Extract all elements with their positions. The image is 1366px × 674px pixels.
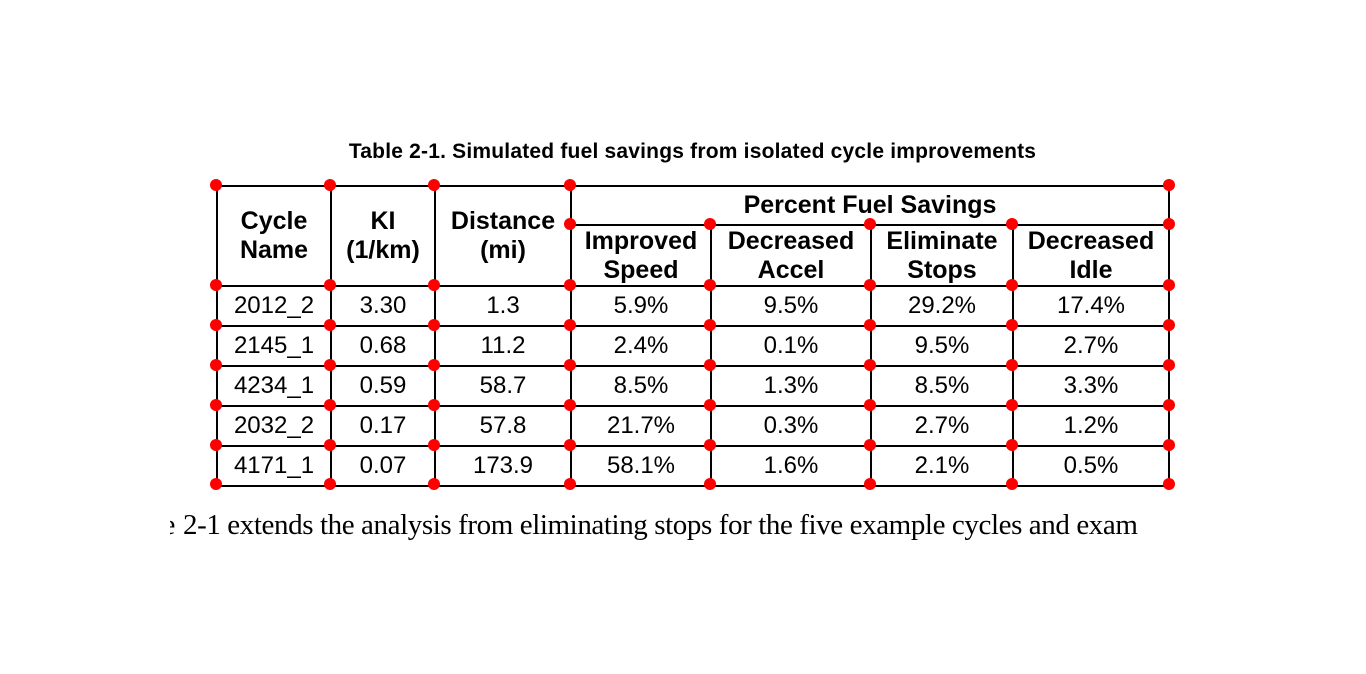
cell-ki: 0.59 (330, 365, 436, 407)
table-row: 2032_2 0.17 57.8 21.7% 0.3% 2.7% 1.2% (216, 405, 1170, 447)
cell-ki: 0.07 (330, 445, 436, 487)
table-row: 2145_1 0.68 11.2 2.4% 0.1% 9.5% 2.7% (216, 325, 1170, 367)
cell-decreased-idle: 17.4% (1012, 285, 1170, 327)
cell-eliminate-stops: 29.2% (870, 285, 1014, 327)
cell-decreased-idle: 0.5% (1012, 445, 1170, 487)
cell-decreased-idle: 2.7% (1012, 325, 1170, 367)
cell-decreased-accel: 0.3% (710, 405, 872, 447)
cell-eliminate-stops: 2.7% (870, 405, 1014, 447)
cell-decreased-accel: 1.6% (710, 445, 872, 487)
cell-cycle-name: 4171_1 (216, 445, 332, 487)
cell-ki: 0.17 (330, 405, 436, 447)
cell-cycle-name: 2032_2 (216, 405, 332, 447)
header-decreased-idle: Decreased Idle (1012, 224, 1170, 287)
cell-decreased-accel: 0.1% (710, 325, 872, 367)
table-caption: Table 2-1. Simulated fuel savings from i… (348, 140, 1037, 163)
cell-improved-speed: 2.4% (570, 325, 712, 367)
cell-improved-speed: 21.7% (570, 405, 712, 447)
cell-distance: 1.3 (434, 285, 572, 327)
cell-cycle-name: 2145_1 (216, 325, 332, 367)
header-eliminate-stops: Eliminate Stops (870, 224, 1014, 287)
cell-distance: 58.7 (434, 365, 572, 407)
cell-decreased-accel: 1.3% (710, 365, 872, 407)
cell-improved-speed: 8.5% (570, 365, 712, 407)
header-group-percent-fuel-savings: Percent Fuel Savings (570, 185, 1170, 226)
cell-cycle-name: 4234_1 (216, 365, 332, 407)
header-distance: Distance (mi) (434, 185, 572, 287)
cell-distance: 173.9 (434, 445, 572, 487)
body-text-line: e2-1 extends the analysis from eliminati… (170, 509, 1138, 542)
cell-ki: 0.68 (330, 325, 436, 367)
cell-decreased-idle: 3.3% (1012, 365, 1170, 407)
table-row: 2012_2 3.30 1.3 5.9% 9.5% 29.2% 17.4% (216, 285, 1170, 327)
fuel-savings-table: Cycle Name KI (1/km) Distance (mi) Perce… (216, 185, 1170, 487)
cell-improved-speed: 5.9% (570, 285, 712, 327)
cell-ki: 3.30 (330, 285, 436, 327)
cell-eliminate-stops: 2.1% (870, 445, 1014, 487)
header-cycle-name: Cycle Name (216, 185, 332, 287)
table-row: 4171_1 0.07 173.9 58.1% 1.6% 2.1% 0.5% (216, 445, 1170, 487)
header-decreased-accel: Decreased Accel (710, 224, 872, 287)
header-ki: KI (1/km) (330, 185, 436, 287)
body-text: 2-1 extends the analysis from eliminatin… (183, 509, 1138, 541)
cell-improved-speed: 58.1% (570, 445, 712, 487)
header-improved-speed: Improved Speed (570, 224, 712, 287)
table-row: 4234_1 0.59 58.7 8.5% 1.3% 8.5% 3.3% (216, 365, 1170, 407)
cell-eliminate-stops: 8.5% (870, 365, 1014, 407)
cell-decreased-idle: 1.2% (1012, 405, 1170, 447)
cell-decreased-accel: 9.5% (710, 285, 872, 327)
cell-eliminate-stops: 9.5% (870, 325, 1014, 367)
cell-distance: 57.8 (434, 405, 572, 447)
clipped-word-fragment: e (170, 509, 175, 542)
cell-distance: 11.2 (434, 325, 572, 367)
cell-cycle-name: 2012_2 (216, 285, 332, 327)
